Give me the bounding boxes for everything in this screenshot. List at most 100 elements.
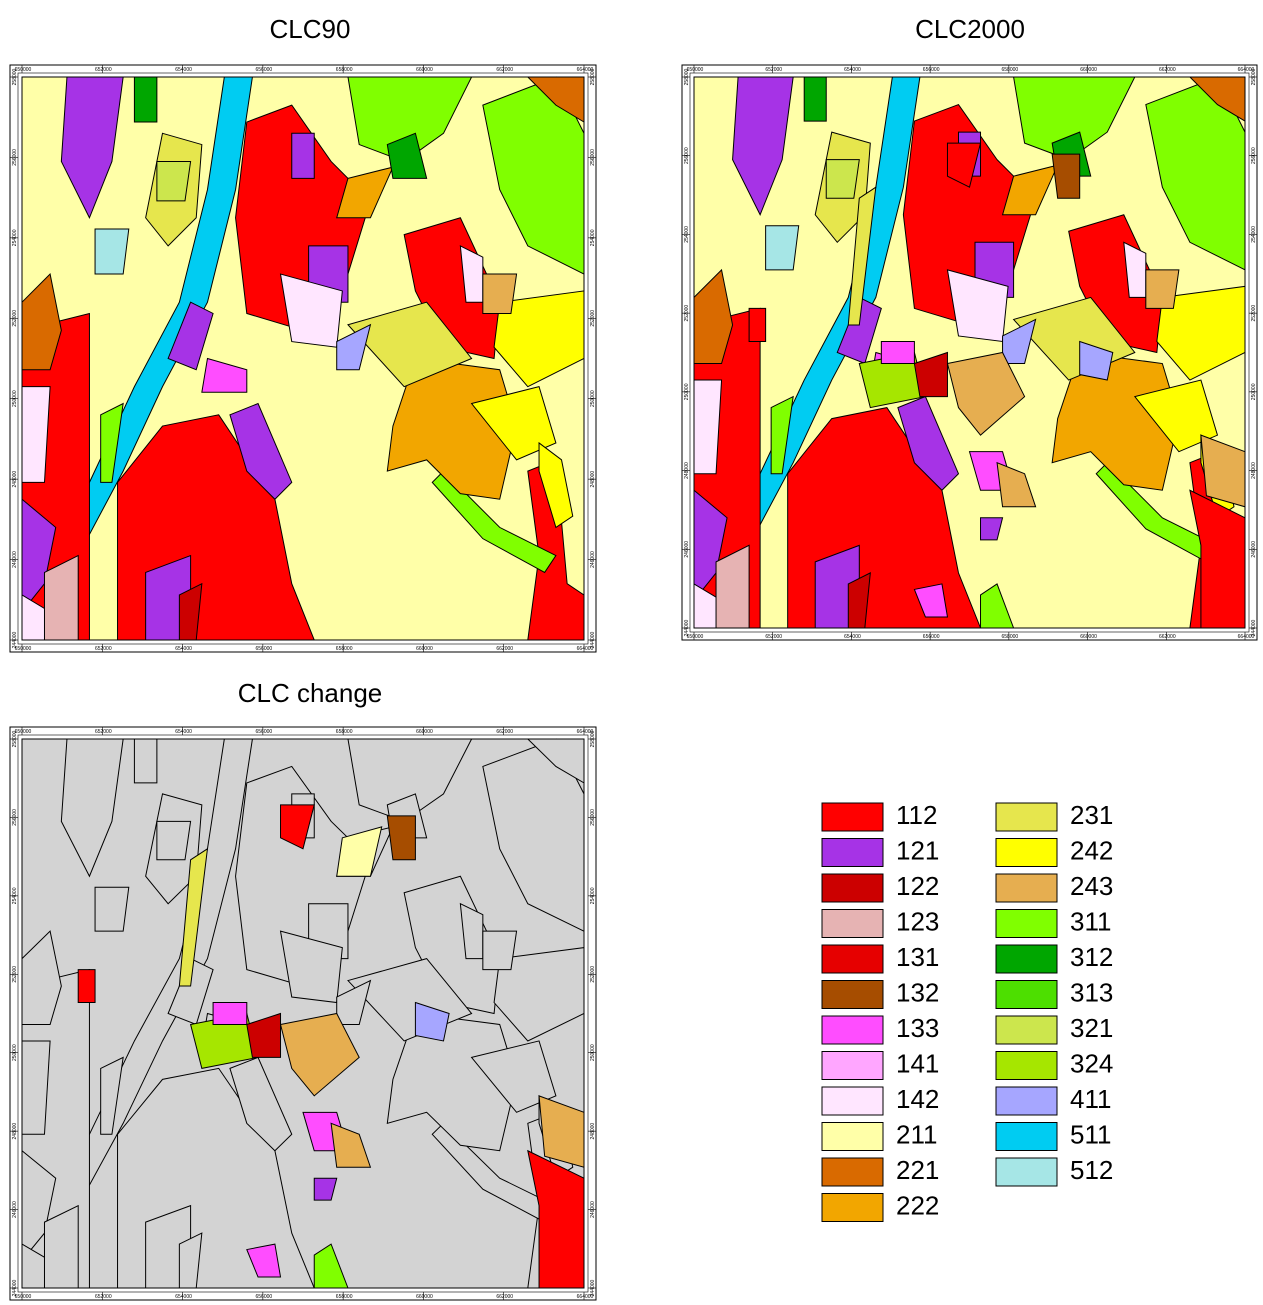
tick-label: 652000 — [95, 646, 112, 652]
change-area — [213, 1003, 247, 1025]
tick-label: 254000 — [1251, 226, 1257, 243]
tick-label: 254000 — [12, 229, 18, 246]
tick-label: 660000 — [1080, 67, 1097, 73]
tick-label: 654000 — [175, 67, 192, 73]
land-cover-area — [1146, 270, 1179, 309]
land-cover-area — [157, 161, 191, 200]
legend-swatch — [996, 839, 1057, 867]
land-cover-area — [292, 133, 314, 178]
land-cover-area — [157, 821, 191, 859]
legend-swatch — [996, 1016, 1057, 1044]
legend-label: 221 — [896, 1155, 939, 1185]
tick-label: 254000 — [684, 226, 690, 243]
tick-label: 654000 — [844, 634, 861, 640]
tick-label: 660000 — [416, 646, 433, 652]
tick-label: 656000 — [923, 634, 940, 640]
land-cover-area — [134, 77, 156, 122]
legend-swatch — [822, 1087, 883, 1115]
legend-label: 243 — [1070, 871, 1113, 901]
legend-swatch — [996, 1158, 1057, 1186]
legend-swatch — [822, 945, 883, 973]
panel-title: CLC2000 — [915, 14, 1025, 44]
tick-label: 660000 — [416, 729, 433, 735]
tick-label: 244000 — [12, 631, 18, 648]
legend-label: 131 — [896, 942, 939, 972]
legend-label: 321 — [1070, 1013, 1113, 1043]
tick-label: 662000 — [496, 729, 513, 735]
legend-label: 122 — [896, 871, 939, 901]
tick-label: 652000 — [765, 634, 782, 640]
tick-label: 256000 — [12, 809, 18, 826]
legend-label: 222 — [896, 1190, 939, 1220]
change-area — [78, 970, 95, 1003]
legend-swatch — [822, 803, 883, 831]
legend-label: 324 — [1070, 1048, 1113, 1078]
tick-label: 662000 — [496, 1294, 513, 1300]
tick-label: 662000 — [496, 67, 513, 73]
tick-label: 654000 — [175, 646, 192, 652]
land-cover-area — [749, 308, 766, 341]
legend-label: 411 — [1070, 1084, 1111, 1114]
tick-label: 652000 — [765, 67, 782, 73]
tick-label: 258000 — [590, 730, 596, 747]
tick-label: 660000 — [1080, 634, 1097, 640]
land-cover-area — [804, 77, 826, 121]
tick-label: 258000 — [684, 68, 690, 85]
tick-label: 246000 — [590, 551, 596, 568]
legend-swatch — [822, 839, 883, 867]
legend-swatch — [996, 1087, 1057, 1115]
legend-label: 211 — [896, 1119, 937, 1149]
legend-label: 511 — [1070, 1119, 1111, 1149]
legend-label: 132 — [896, 977, 939, 1007]
tick-label: 258000 — [12, 68, 18, 85]
tick-label: 654000 — [844, 67, 861, 73]
legend-swatch — [996, 1123, 1057, 1151]
land-cover-area — [766, 226, 799, 270]
legend-swatch — [996, 981, 1057, 1009]
tick-label: 250000 — [12, 390, 18, 407]
land-cover-area — [134, 739, 156, 783]
legend-label: 313 — [1070, 977, 1113, 1007]
legend-swatch — [996, 874, 1057, 902]
figure: CLC90 CLC2000 CLC change 650000650000652… — [0, 0, 1263, 1305]
tick-label: 652000 — [95, 67, 112, 73]
legend-swatch — [822, 1194, 883, 1222]
tick-label: 660000 — [416, 67, 433, 73]
tick-label: 250000 — [590, 390, 596, 407]
tick-label: 256000 — [590, 149, 596, 166]
tick-label: 248000 — [12, 1123, 18, 1140]
tick-label: 258000 — [1251, 68, 1257, 85]
tick-label: 252000 — [12, 966, 18, 983]
tick-label: 248000 — [1251, 462, 1257, 479]
land-cover-area — [483, 931, 517, 969]
panel-title: CLC90 — [270, 14, 351, 44]
tick-label: 248000 — [590, 471, 596, 488]
tick-label: 250000 — [1251, 383, 1257, 400]
tick-label: 658000 — [336, 1294, 353, 1300]
tick-label: 244000 — [590, 1279, 596, 1296]
legend-label: 242 — [1070, 835, 1113, 865]
legend-label: 121 — [896, 835, 939, 865]
tick-label: 244000 — [1251, 619, 1257, 636]
tick-label: 248000 — [12, 471, 18, 488]
panel-title: CLC change — [238, 678, 383, 708]
legend-swatch — [822, 981, 883, 1009]
tick-label: 656000 — [256, 646, 273, 652]
legend-label: 123 — [896, 906, 939, 936]
tick-label: 248000 — [684, 462, 690, 479]
tick-label: 244000 — [590, 631, 596, 648]
tick-label: 254000 — [590, 229, 596, 246]
legend-swatch — [822, 910, 883, 938]
tick-label: 252000 — [684, 305, 690, 322]
tick-label: 656000 — [256, 67, 273, 73]
tick-label: 254000 — [590, 887, 596, 904]
land-cover-area — [881, 341, 914, 363]
tick-label: 248000 — [590, 1123, 596, 1140]
legend-swatch — [822, 874, 883, 902]
tick-label: 256000 — [1251, 147, 1257, 164]
tick-label: 662000 — [496, 646, 513, 652]
tick-label: 258000 — [590, 68, 596, 85]
tick-label: 252000 — [590, 966, 596, 983]
tick-label: 256000 — [12, 149, 18, 166]
tick-label: 252000 — [590, 310, 596, 327]
